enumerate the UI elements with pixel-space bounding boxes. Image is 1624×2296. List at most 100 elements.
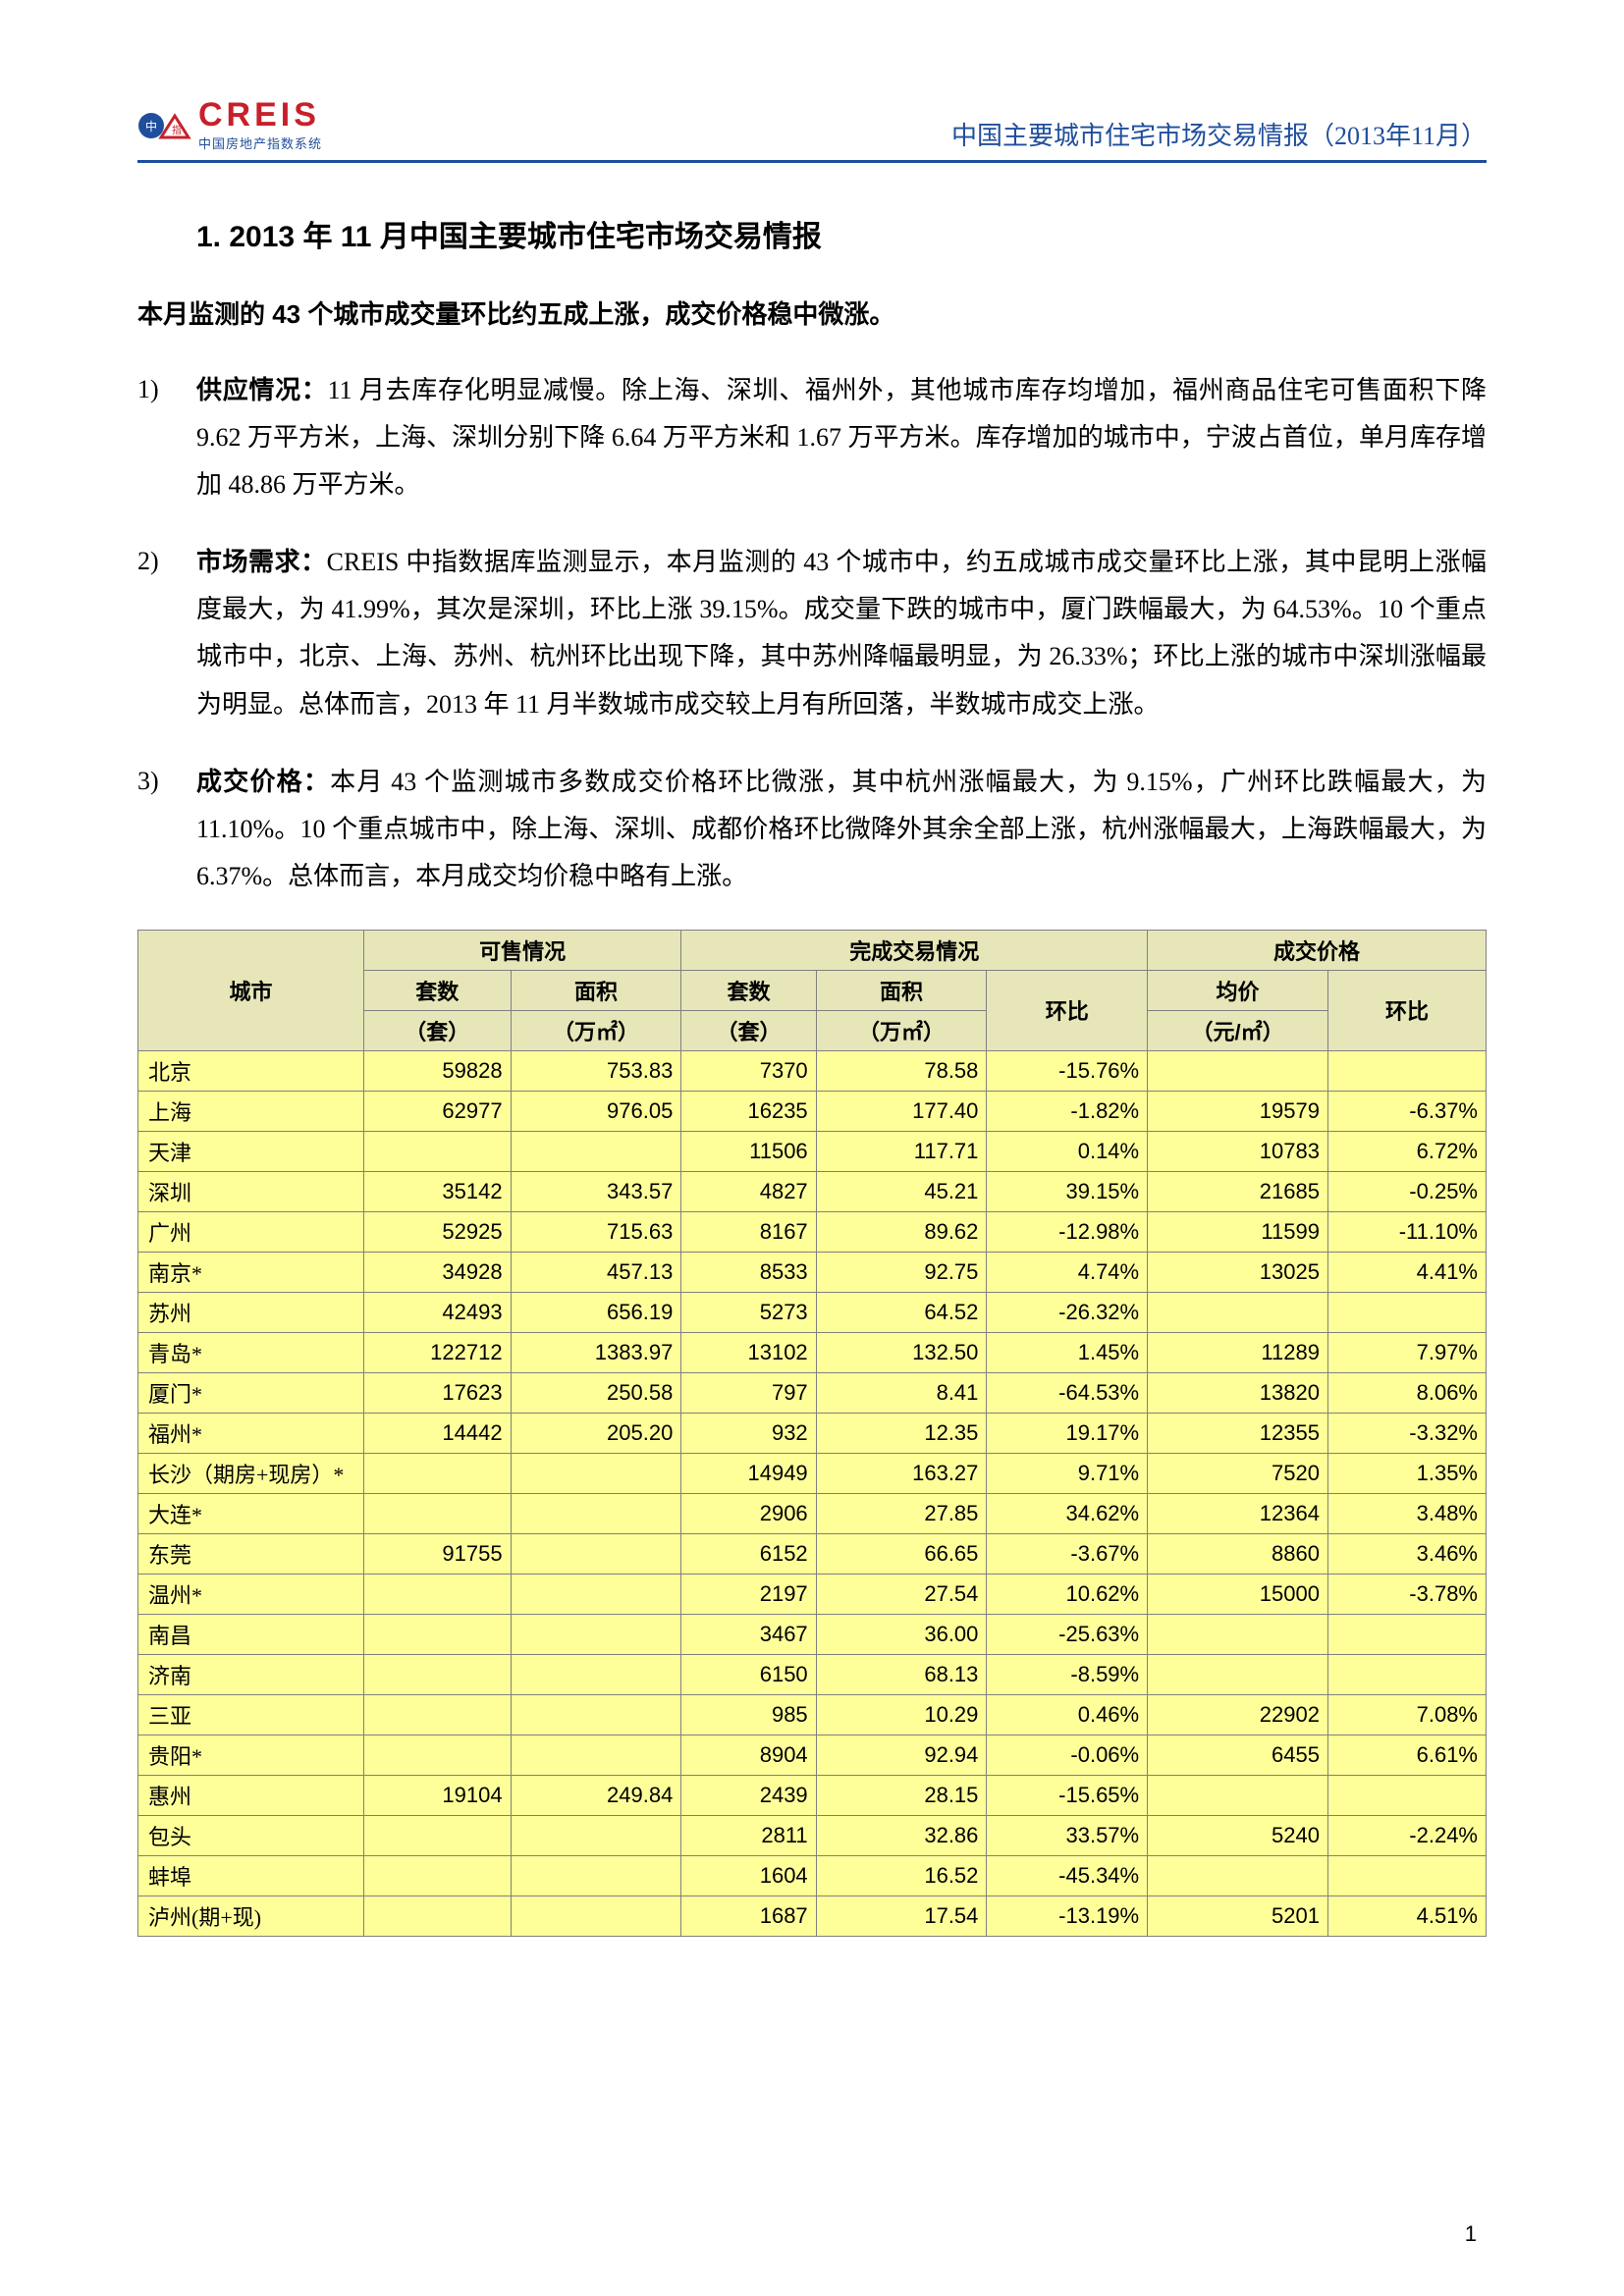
- table-row: 青岛*1227121383.9713102132.501.45%112897.9…: [138, 1332, 1487, 1372]
- paragraph-number: 3): [137, 758, 177, 900]
- cell-value: -3.78%: [1327, 1574, 1486, 1614]
- cell-value: 62977: [364, 1091, 512, 1131]
- cell-city: 济南: [138, 1654, 364, 1694]
- cell-value: -0.06%: [987, 1735, 1148, 1775]
- cell-city: 东莞: [138, 1533, 364, 1574]
- table-row: 苏州42493656.19527364.52-26.32%: [138, 1292, 1487, 1332]
- cell-value: 19579: [1148, 1091, 1328, 1131]
- data-table: 城市 可售情况 完成交易情况 成交价格 套数 面积 套数 面积 环比 均价 环比…: [137, 930, 1487, 1937]
- cell-city: 蚌埠: [138, 1855, 364, 1896]
- table-head: 城市 可售情况 完成交易情况 成交价格 套数 面积 套数 面积 环比 均价 环比…: [138, 930, 1487, 1050]
- cell-value: [364, 1896, 512, 1936]
- cell-value: -8.59%: [987, 1654, 1148, 1694]
- paragraph-body: 市场需求：CREIS 中指数据库监测显示，本月监测的 43 个城市中，约五成城市…: [196, 538, 1487, 727]
- paragraph-lead: 成交价格：: [196, 767, 330, 796]
- cell-value: 8904: [681, 1735, 816, 1775]
- cell-value: 656.19: [511, 1292, 681, 1332]
- cell-value: [1327, 1654, 1486, 1694]
- cell-value: [511, 1574, 681, 1614]
- cell-value: [511, 1493, 681, 1533]
- cell-value: 91755: [364, 1533, 512, 1574]
- cell-value: 932: [681, 1413, 816, 1453]
- cell-value: 985: [681, 1694, 816, 1735]
- unit-da: （万㎡）: [816, 1010, 987, 1050]
- cell-value: 12.35: [816, 1413, 987, 1453]
- paragraph-lead: 供应情况：: [196, 375, 328, 404]
- cell-value: 8.06%: [1327, 1372, 1486, 1413]
- cell-value: 19.17%: [987, 1413, 1148, 1453]
- table-row: 泸州(期+现)168717.54-13.19%52014.51%: [138, 1896, 1487, 1936]
- cell-value: 5273: [681, 1292, 816, 1332]
- cell-value: [1148, 1614, 1328, 1654]
- cell-value: -15.65%: [987, 1775, 1148, 1815]
- cell-value: 13102: [681, 1332, 816, 1372]
- cell-value: 34.62%: [987, 1493, 1148, 1533]
- cell-value: -3.67%: [987, 1533, 1148, 1574]
- table-row: 南昌346736.00-25.63%: [138, 1614, 1487, 1654]
- cell-value: [364, 1453, 512, 1493]
- svg-text:指: 指: [172, 124, 182, 136]
- cell-value: 177.40: [816, 1091, 987, 1131]
- cell-value: [1327, 1614, 1486, 1654]
- cell-value: -13.19%: [987, 1896, 1148, 1936]
- cell-value: 11506: [681, 1131, 816, 1171]
- cell-value: [1148, 1775, 1328, 1815]
- cell-city: 贵阳*: [138, 1735, 364, 1775]
- cell-value: 2439: [681, 1775, 816, 1815]
- cell-value: 1687: [681, 1896, 816, 1936]
- cell-value: 5240: [1148, 1815, 1328, 1855]
- cell-value: 0.14%: [987, 1131, 1148, 1171]
- cell-value: -26.32%: [987, 1292, 1148, 1332]
- cell-city: 包头: [138, 1815, 364, 1855]
- table-row: 包头281132.8633.57%5240-2.24%: [138, 1815, 1487, 1855]
- cell-value: [364, 1815, 512, 1855]
- cell-value: 343.57: [511, 1171, 681, 1211]
- cell-value: 59828: [364, 1050, 512, 1091]
- cell-value: [364, 1131, 512, 1171]
- cell-value: 28.15: [816, 1775, 987, 1815]
- cell-value: 6.72%: [1327, 1131, 1486, 1171]
- col-du: 套数: [681, 970, 816, 1010]
- cell-value: 1.35%: [1327, 1453, 1486, 1493]
- cell-value: [511, 1735, 681, 1775]
- cell-value: 19104: [364, 1775, 512, 1815]
- cell-value: 8.41: [816, 1372, 987, 1413]
- cell-value: 0.46%: [987, 1694, 1148, 1735]
- cell-city: 长沙（期房+现房）*: [138, 1453, 364, 1493]
- header-title: 中国主要城市住宅市场交易情报（2013年11月）: [951, 116, 1487, 152]
- cell-value: -1.82%: [987, 1091, 1148, 1131]
- cell-value: 17.54: [816, 1896, 987, 1936]
- unit-su: （套）: [364, 1010, 512, 1050]
- table-row: 东莞91755615266.65-3.67%88603.46%: [138, 1533, 1487, 1574]
- cell-city: 厦门*: [138, 1372, 364, 1413]
- cell-value: 250.58: [511, 1372, 681, 1413]
- cell-value: 122712: [364, 1332, 512, 1372]
- table-row: 厦门*17623250.587978.41-64.53%138208.06%: [138, 1372, 1487, 1413]
- cell-value: 6.61%: [1327, 1735, 1486, 1775]
- group-deal: 完成交易情况: [681, 930, 1148, 970]
- cell-value: 33.57%: [987, 1815, 1148, 1855]
- cell-value: 12355: [1148, 1413, 1328, 1453]
- cell-value: [511, 1654, 681, 1694]
- cell-value: 17623: [364, 1372, 512, 1413]
- paragraph-lead: 市场需求：: [196, 547, 327, 576]
- cell-value: [1148, 1855, 1328, 1896]
- cell-value: [364, 1694, 512, 1735]
- cell-value: 42493: [364, 1292, 512, 1332]
- logo-main-text: CREIS: [198, 98, 322, 132]
- cell-value: 7.97%: [1327, 1332, 1486, 1372]
- cell-value: [364, 1735, 512, 1775]
- cell-value: 4.41%: [1327, 1252, 1486, 1292]
- cell-city: 三亚: [138, 1694, 364, 1735]
- cell-value: [511, 1533, 681, 1574]
- col-da: 面积: [816, 970, 987, 1010]
- cell-value: [1327, 1292, 1486, 1332]
- cell-value: 163.27: [816, 1453, 987, 1493]
- col-city: 城市: [138, 930, 364, 1050]
- col-p: 均价: [1148, 970, 1328, 1010]
- table-row: 温州*219727.5410.62%15000-3.78%: [138, 1574, 1487, 1614]
- cell-value: -12.98%: [987, 1211, 1148, 1252]
- cell-city: 苏州: [138, 1292, 364, 1332]
- table-row: 南京*34928457.13853392.754.74%130254.41%: [138, 1252, 1487, 1292]
- unit-du: （套）: [681, 1010, 816, 1050]
